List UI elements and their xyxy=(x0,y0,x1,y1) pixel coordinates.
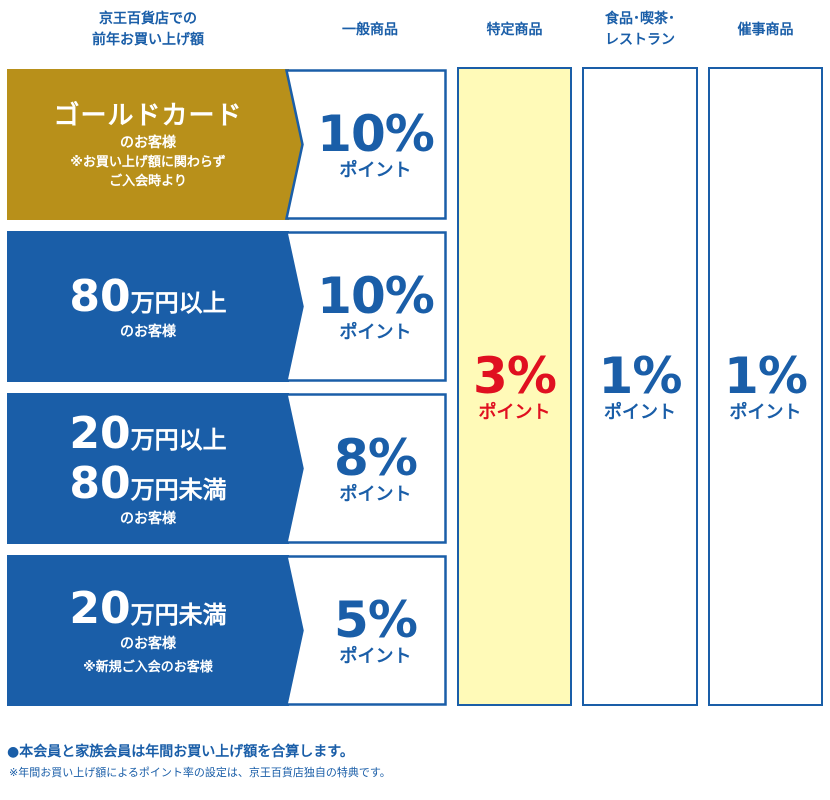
general-point-80-over: ポイント xyxy=(339,321,412,343)
header-general: 一般商品 xyxy=(290,0,450,60)
general-cell-80-over: 10% ポイント xyxy=(285,231,448,382)
header-general-label: 一般商品 xyxy=(342,21,398,38)
tier-20-under-arrow xyxy=(7,555,305,706)
food-column: 1% ポイント xyxy=(582,67,698,706)
header-food-line2: レストラン xyxy=(605,32,675,48)
tier-gold-note1: ※お買い上げ額に関わらず xyxy=(70,154,226,170)
header-event-label: 催事商品 xyxy=(737,21,794,38)
header-food: 食品･喫茶･ レストラン xyxy=(582,0,698,60)
tier-80-over-amount: 80 xyxy=(69,270,131,322)
general-point-20-80: ポイント xyxy=(339,483,412,505)
tier-20-80-unit1: 万円以上 xyxy=(130,425,227,454)
general-cell-20-80-frame xyxy=(285,393,447,544)
event-column: 1% ポイント xyxy=(708,67,823,706)
tier-20-80-amount2: 80 xyxy=(69,457,131,509)
tier-20-under: 20万円未満 のお客様 ※新規ご入会のお客様 xyxy=(7,555,305,706)
food-point: ポイント xyxy=(604,401,676,423)
header-food-line1: 食品･喫茶･ xyxy=(605,11,675,27)
special-pct: 3% xyxy=(473,346,557,405)
tier-gold-label: ゴールドカード のお客様 ※お買い上げ額に関わらず ご入会時より xyxy=(7,69,289,220)
general-cell-80-over-frame xyxy=(285,231,447,382)
general-pct-20-80: 8% xyxy=(334,428,418,487)
tier-20-80-customer: のお客様 xyxy=(120,510,176,527)
footer-note-disclaimer: ※年間お買い上げ額によるポイント率の設定は、京王百貨店独自の特典です。 xyxy=(9,766,391,779)
header-tier-line2: 前年お買い上げ額 xyxy=(92,32,204,48)
general-cell-gold: 10% ポイント xyxy=(285,69,448,220)
general-point-20-under: ポイント xyxy=(339,645,412,667)
tier-gold-title: ゴールドカード xyxy=(53,100,243,131)
header-special-label: 特定商品 xyxy=(486,21,543,38)
general-cell-20-under-frame xyxy=(285,555,447,706)
tier-20-80-unit2: 万円未満 xyxy=(130,475,227,504)
tier-20-80-arrow xyxy=(7,393,305,544)
tier-80-over-unit: 万円以上 xyxy=(130,288,227,317)
special-point: ポイント xyxy=(478,401,551,423)
general-pct-gold: 10% xyxy=(317,104,435,163)
tier-80-over-arrow xyxy=(7,231,305,382)
tier-20-under-unit: 万円未満 xyxy=(130,601,227,629)
tier-20-80-label: 20万円以上 80万円未満 のお客様 xyxy=(7,393,289,544)
tier-gold-note2: ご入会時より xyxy=(109,173,187,189)
general-cell-20-80: 8% ポイント xyxy=(285,393,448,544)
header-event: 催事商品 xyxy=(708,0,823,60)
tier-gold-customer: のお客様 xyxy=(120,134,176,151)
general-cell-gold-frame xyxy=(285,69,447,220)
general-pct-20-under: 5% xyxy=(334,590,418,649)
event-point: ポイント xyxy=(729,401,802,423)
tier-80-over-label: 80万円以上 のお客様 xyxy=(7,231,289,382)
general-point-gold: ポイント xyxy=(339,159,412,181)
tier-20-80: 20万円以上 80万円未満 のお客様 xyxy=(7,393,305,544)
tier-gold-arrow xyxy=(7,69,305,220)
general-cell-20-under: 5% ポイント xyxy=(285,555,448,706)
header-tier: 京王百貨店での 前年お買い上げ額 xyxy=(7,0,289,60)
special-column: 3% ポイント xyxy=(457,67,572,706)
tier-20-80-amount1: 20 xyxy=(69,407,131,459)
footer-note-combined: ●本会員と家族会員は年間お買い上げ額を合算します。 xyxy=(7,744,354,760)
tier-20-under-amount: 20 xyxy=(69,583,131,634)
tier-20-under-note1: ※新規ご入会のお客様 xyxy=(83,660,213,675)
tier-gold: ゴールドカード のお客様 ※お買い上げ額に関わらず ご入会時より xyxy=(7,69,305,220)
header-tier-line1: 京王百貨店での xyxy=(99,11,197,27)
tier-20-under-customer: のお客様 xyxy=(120,636,176,652)
food-pct: 1% xyxy=(598,346,683,405)
general-pct-80-over: 10% xyxy=(317,266,435,325)
tier-20-under-label: 20万円未満 のお客様 ※新規ご入会のお客様 xyxy=(7,555,289,706)
tier-80-over: 80万円以上 のお客様 xyxy=(7,231,305,382)
header-special: 特定商品 xyxy=(457,0,572,60)
event-pct: 1% xyxy=(724,346,808,405)
tier-80-over-customer: のお客様 xyxy=(120,323,176,340)
